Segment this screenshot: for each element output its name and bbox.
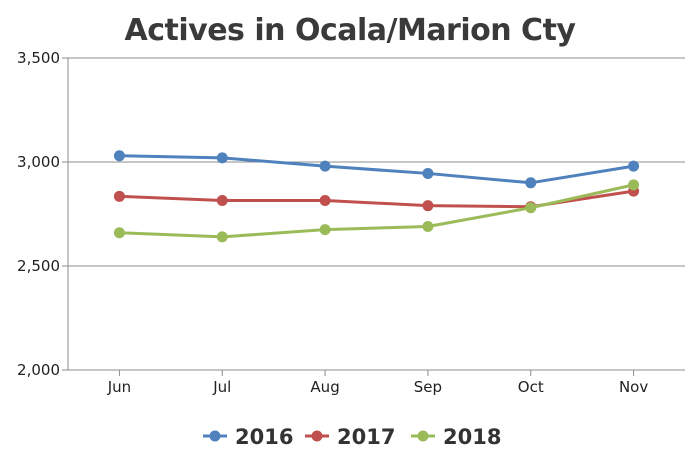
data-point [525, 202, 537, 214]
x-tick-label: Oct [518, 378, 544, 396]
series-2017 [113, 185, 640, 213]
x-tick-label: Sep [414, 378, 442, 396]
chart-title: Actives in Ocala/Marion Cty [125, 13, 577, 48]
legend-item-2017: 2017 [305, 425, 395, 449]
y-tick-label: 2,000 [17, 361, 60, 379]
y-tick-label: 2,500 [17, 257, 60, 275]
series-line [119, 154, 634, 185]
data-point [422, 220, 434, 232]
data-point [319, 224, 331, 236]
series-2018 [113, 179, 640, 243]
legend-label: 2018 [443, 425, 501, 449]
series-line [119, 189, 634, 209]
data-point [422, 167, 434, 179]
data-point [525, 177, 537, 189]
data-point [113, 190, 125, 202]
x-tick-label: Jul [212, 378, 231, 396]
data-point [628, 160, 640, 172]
x-tick-label: Jun [107, 378, 131, 396]
data-point [216, 152, 228, 164]
data-point [628, 179, 640, 191]
legend-item-2018: 2018 [411, 425, 501, 449]
legend-marker [311, 430, 323, 442]
legend-marker [209, 430, 221, 442]
x-tick-label: Aug [310, 378, 339, 396]
series-group [113, 150, 640, 243]
data-point [319, 194, 331, 206]
data-point [216, 194, 228, 206]
series-line [119, 183, 634, 239]
series-2016 [113, 150, 640, 189]
data-point [113, 150, 125, 162]
y-tick-label: 3,000 [17, 153, 60, 171]
y-tick-label: 3,500 [17, 49, 60, 67]
legend-label: 2016 [235, 425, 293, 449]
data-point [113, 227, 125, 239]
data-point [422, 200, 434, 212]
gridlines [68, 57, 685, 371]
legend: 2016 2017 2018 [203, 425, 501, 449]
data-point [216, 231, 228, 243]
legend-marker [417, 430, 429, 442]
y-axis-ticks: 2,000 2,500 3,000 3,500 [17, 49, 68, 379]
x-axis-ticks: Jun Jul Aug Sep Oct Nov [107, 370, 648, 396]
data-point [319, 160, 331, 172]
legend-label: 2017 [337, 425, 395, 449]
x-tick-label: Nov [619, 378, 648, 396]
legend-item-2016: 2016 [203, 425, 293, 449]
